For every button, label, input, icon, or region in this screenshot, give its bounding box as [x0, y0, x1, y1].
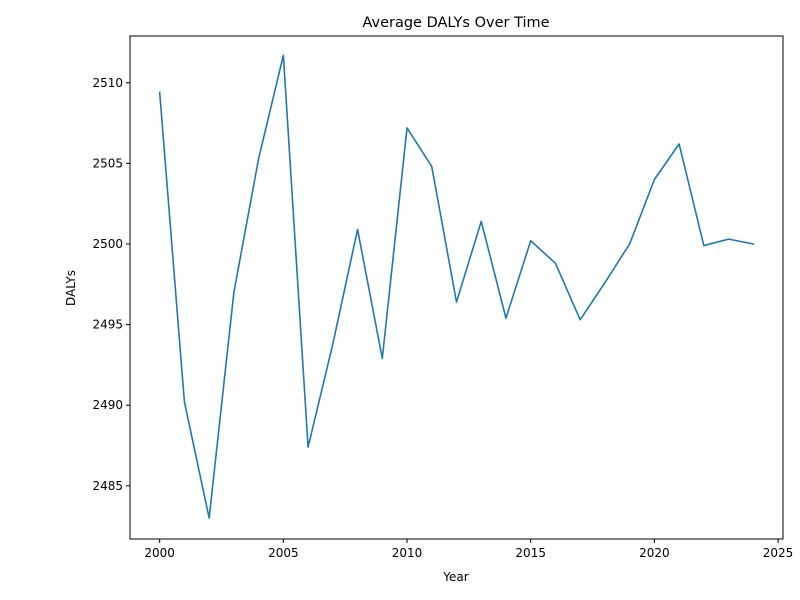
y-tick-label: 2485 — [92, 479, 123, 493]
y-tick-label: 2495 — [92, 318, 123, 332]
y-tick-label: 2505 — [92, 156, 123, 170]
y-axis-label: DALYs — [64, 270, 78, 306]
y-tick-label: 2500 — [92, 237, 123, 251]
y-tick-label: 2510 — [92, 76, 123, 90]
x-tick-label: 2015 — [515, 546, 546, 560]
y-tick-label: 2490 — [92, 398, 123, 412]
x-tick-label: 2010 — [392, 546, 423, 560]
x-tick-label: 2020 — [639, 546, 670, 560]
x-axis: 2000 2005 2010 2015 2020 2025 — [144, 539, 793, 560]
plot-area — [158, 54, 755, 519]
x-tick-label: 2025 — [763, 546, 794, 560]
y-axis: 2485 2490 2495 2500 2505 2510 — [92, 76, 130, 493]
x-tick-label: 2005 — [268, 546, 299, 560]
series-line — [158, 54, 755, 519]
axes-frame — [129, 35, 784, 540]
x-tick-label: 2000 — [144, 546, 175, 560]
x-axis-label: Year — [442, 570, 468, 584]
chart-title: Average DALYs Over Time — [362, 15, 549, 31]
